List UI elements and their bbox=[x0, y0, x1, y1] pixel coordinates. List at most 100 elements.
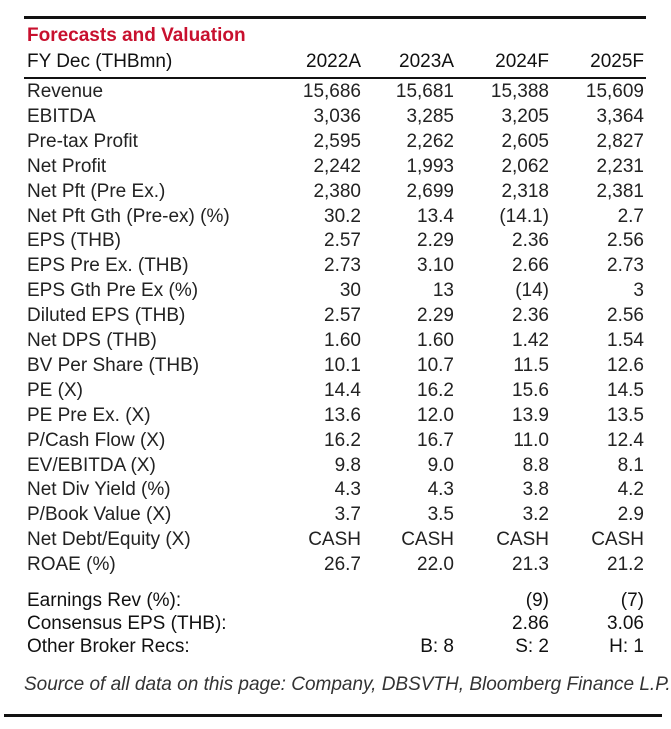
value-cell: 2.86 bbox=[512, 613, 549, 634]
value-cell: B: 8 bbox=[420, 636, 454, 657]
table-row: P/Cash Flow (X) 16.2 16.7 11.0 12.4 bbox=[27, 429, 647, 453]
row-label: ROAE (%) bbox=[27, 554, 116, 576]
value-cell: 10.7 bbox=[417, 354, 454, 376]
value-cell: 30 bbox=[339, 280, 361, 302]
value-cell: 4.3 bbox=[334, 479, 361, 501]
row-label: EV/EBITDA (X) bbox=[27, 454, 156, 476]
value-cell: S: 2 bbox=[515, 636, 549, 657]
value-cell: 14.4 bbox=[324, 379, 361, 401]
header-rule bbox=[24, 77, 646, 79]
value-cell: 2,605 bbox=[501, 130, 549, 152]
value-cell: 3,285 bbox=[406, 105, 454, 127]
header-year-2025: 2025F bbox=[590, 51, 644, 72]
table-row: Net Pft (Pre Ex.) 2,380 2,699 2,318 2,381 bbox=[27, 180, 647, 204]
row-label: Revenue bbox=[27, 81, 104, 102]
value-cell: 13.9 bbox=[512, 404, 549, 426]
value-cell: 16.2 bbox=[417, 379, 454, 401]
value-cell: 8.1 bbox=[617, 454, 644, 476]
footer-row: Consensus EPS (THB): 2.86 3.06 bbox=[27, 612, 647, 636]
table-row: EPS (THB) 2.57 2.29 2.36 2.56 bbox=[27, 229, 647, 253]
value-cell: 12.0 bbox=[417, 404, 454, 426]
value-cell: 2.57 bbox=[324, 305, 361, 327]
value-cell: 4.2 bbox=[617, 479, 644, 501]
value-cell: 10.1 bbox=[324, 354, 361, 376]
footer-row: Other Broker Recs: B: 8 S: 2 H: 1 bbox=[27, 635, 647, 659]
value-cell: 3.8 bbox=[522, 479, 549, 501]
row-label: Net Pft Gth (Pre-ex) (%) bbox=[27, 205, 230, 227]
value-cell: H: 1 bbox=[609, 636, 644, 657]
value-cell: (14.1) bbox=[499, 205, 549, 227]
value-cell: 8.8 bbox=[522, 454, 549, 476]
table-row: EPS Gth Pre Ex (%) 30 13 (14) 3 bbox=[27, 279, 647, 303]
row-label: Earnings Rev (%): bbox=[27, 590, 182, 611]
row-label: P/Cash Flow (X) bbox=[27, 429, 166, 451]
top-rule bbox=[24, 16, 646, 19]
row-label: Net DPS (THB) bbox=[27, 330, 157, 351]
value-cell: 16.7 bbox=[417, 429, 454, 451]
value-cell: 2.73 bbox=[607, 255, 644, 277]
value-cell: 3 bbox=[633, 280, 644, 302]
header-year-2022: 2022A bbox=[306, 51, 361, 72]
value-cell: 2,380 bbox=[313, 180, 361, 202]
row-label: EBITDA bbox=[27, 105, 96, 127]
value-cell: CASH bbox=[308, 529, 361, 551]
value-cell: 2.56 bbox=[607, 230, 644, 252]
value-cell: 21.2 bbox=[607, 554, 644, 576]
value-cell: 9.0 bbox=[427, 454, 454, 476]
value-cell: 13 bbox=[432, 280, 454, 302]
value-cell: 2.56 bbox=[607, 305, 644, 327]
value-cell: 13.5 bbox=[607, 404, 644, 426]
value-cell: 2.57 bbox=[324, 230, 361, 252]
table-row: Net Profit 2,242 1,993 2,062 2,231 bbox=[27, 155, 647, 179]
header-year-2024: 2024F bbox=[495, 51, 549, 72]
value-cell: 4.3 bbox=[427, 479, 454, 501]
value-cell: 13.6 bbox=[324, 404, 361, 426]
value-cell: 15.6 bbox=[512, 379, 549, 401]
value-cell: 3.06 bbox=[607, 613, 644, 634]
row-label: Pre-tax Profit bbox=[27, 130, 138, 152]
value-cell: 2.36 bbox=[512, 230, 549, 252]
row-label: Consensus EPS (THB): bbox=[27, 613, 227, 634]
value-cell: 2,242 bbox=[313, 155, 361, 177]
value-cell: 15,388 bbox=[490, 81, 549, 102]
value-cell: 2.73 bbox=[324, 255, 361, 277]
table-row: Diluted EPS (THB) 2.57 2.29 2.36 2.56 bbox=[27, 304, 647, 328]
value-cell: 2.66 bbox=[512, 255, 549, 277]
value-cell: 1.60 bbox=[417, 330, 454, 351]
value-cell: 1.54 bbox=[607, 330, 644, 351]
value-cell: (14) bbox=[515, 280, 549, 302]
value-cell: 3.10 bbox=[417, 255, 454, 277]
table-row: BV Per Share (THB) 10.1 10.7 11.5 12.6 bbox=[27, 354, 647, 378]
value-cell: 22.0 bbox=[417, 554, 454, 576]
table-title: Forecasts and Valuation bbox=[27, 25, 246, 46]
value-cell: 30.2 bbox=[324, 205, 361, 227]
value-cell: 1.60 bbox=[324, 330, 361, 351]
row-label: Net Div Yield (%) bbox=[27, 479, 171, 501]
value-cell: 2.7 bbox=[617, 205, 644, 227]
row-label: BV Per Share (THB) bbox=[27, 354, 200, 376]
value-cell: 2,381 bbox=[596, 180, 644, 202]
value-cell: 2.29 bbox=[417, 230, 454, 252]
table-row: Pre-tax Profit 2,595 2,262 2,605 2,827 bbox=[27, 130, 647, 154]
source-note: Source of all data on this page: Company… bbox=[24, 674, 671, 695]
row-label: EPS Gth Pre Ex (%) bbox=[27, 280, 199, 302]
value-cell: 3,205 bbox=[501, 105, 549, 127]
value-cell: 15,686 bbox=[302, 81, 361, 102]
value-cell: 15,609 bbox=[585, 81, 644, 102]
value-cell: 21.3 bbox=[512, 554, 549, 576]
value-cell: 26.7 bbox=[324, 554, 361, 576]
value-cell: 2,318 bbox=[501, 180, 549, 202]
value-cell: 2.36 bbox=[512, 305, 549, 327]
table-row: EBITDA 3,036 3,285 3,205 3,364 bbox=[27, 105, 647, 129]
table-row: Net Pft Gth (Pre-ex) (%) 30.2 13.4 (14.1) 2.… bbox=[27, 205, 647, 229]
value-cell: 3.2 bbox=[522, 504, 549, 526]
value-cell: 2,595 bbox=[313, 130, 361, 152]
value-cell: 9.8 bbox=[334, 454, 361, 476]
value-cell: 2,262 bbox=[406, 130, 454, 152]
value-cell: 12.6 bbox=[607, 354, 644, 376]
value-cell: (9) bbox=[525, 590, 549, 611]
value-cell: 2.9 bbox=[617, 504, 644, 526]
row-label: PE Pre Ex. (X) bbox=[27, 404, 151, 426]
row-label: Net Debt/Equity (X) bbox=[27, 529, 191, 551]
table-row: EPS Pre Ex. (THB) 2.73 3.10 2.66 2.73 bbox=[27, 254, 647, 278]
